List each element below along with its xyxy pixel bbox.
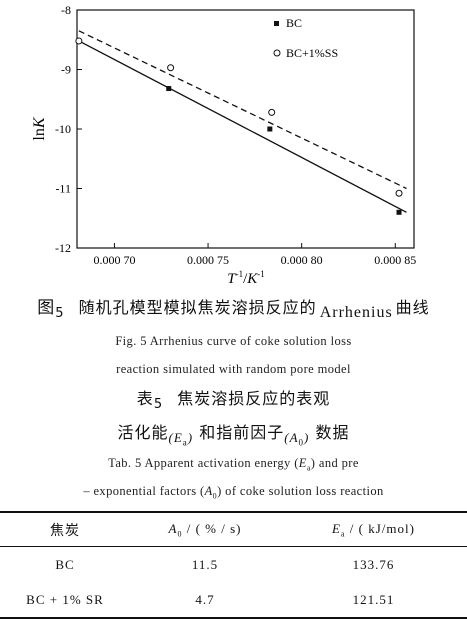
plot-frame: [76, 9, 415, 249]
legend: BC BC+1%SS: [273, 16, 338, 60]
legend-marker-bc-ss: [273, 49, 281, 57]
cell-coke: BC + 1% SR: [26, 591, 104, 607]
header-ea: Ea / ( kJ/mol): [332, 520, 415, 539]
x-tick-label: 0.000 75: [187, 253, 229, 267]
y-axis-ticks: -12 -11 -10 -9 -8: [55, 3, 82, 255]
y-tick-label: -9: [61, 63, 71, 77]
fit-line-bc: [78, 40, 407, 213]
fit-line-bc-ss: [78, 30, 407, 190]
x-axis-label: T-1/K-1: [227, 269, 265, 287]
table-row: BC 11.5 133.76: [0, 547, 467, 583]
data-point-bc-ss: [395, 189, 403, 197]
legend-marker-bc: [274, 21, 279, 26]
arrhenius-chart: -12-11-10-9-8 0.000 70 0.000 75 0.000 80 0.…: [31, 3, 416, 287]
symbol-a0: (A0): [284, 430, 310, 448]
table-caption-text: 焦炭溶损反应的表观: [177, 389, 331, 408]
data-point-bc: [166, 86, 172, 92]
x-tick-label: 0.000 70: [93, 253, 135, 267]
data-point-bc: [396, 209, 402, 215]
header-a0: A0 / ( % / s): [168, 520, 242, 539]
table-caption-data: 数据: [315, 423, 350, 442]
x-tick-label: 0.000 80: [281, 253, 323, 267]
data-point-bc-ss: [268, 108, 276, 116]
figure-caption-en-line2: reaction simulated with random pore mode…: [116, 362, 351, 376]
y-axis-label: lnK: [31, 116, 48, 140]
table-caption-cn-line2: 活化能(Ea) 和指前因子(A0) 数据: [0, 419, 467, 448]
y-tick-label: -8: [61, 3, 71, 17]
fit-lines: [78, 30, 407, 213]
figure-caption-term: Arrhenius: [319, 304, 393, 321]
table-label: 表: [136, 389, 154, 408]
table-caption-activation: 活化能: [117, 423, 169, 442]
figure-caption-en-line1: Fig. 5 Arrhenius curve of coke solution …: [115, 334, 352, 348]
cell-ea: 121.51: [352, 591, 395, 607]
data-point-bc: [267, 126, 273, 132]
figure-caption-tail: 曲线: [395, 298, 430, 317]
y-tick-label: -10: [55, 122, 71, 136]
y-tick-label: -12: [55, 241, 71, 255]
kinetics-table: 焦炭 A0 / ( % / s) Ea / ( kJ/mol) BC 11.5 …: [0, 511, 467, 619]
figure-number: 5: [55, 306, 65, 321]
cell-a0: 11.5: [191, 556, 219, 572]
figure-caption-cn: 图5 随机孔模型模拟焦炭溶损反应的 Arrhenius 曲线: [0, 293, 467, 321]
figure-caption-text: 随机孔模型模拟焦炭溶损反应的: [78, 298, 317, 317]
cell-a0: 4.7: [195, 591, 215, 607]
table-header-row: 焦炭 A0 / ( % / s) Ea / ( kJ/mol): [0, 512, 467, 547]
cell-coke: BC: [55, 556, 75, 572]
y-tick-label: -11: [55, 182, 71, 196]
table-caption-cn-line1: 表5 焦炭溶损反应的表观: [0, 385, 467, 412]
table-caption-en-line1: Tab. 5 Apparent activation energy (Ea) a…: [108, 456, 359, 473]
data-point-bc-ss: [167, 64, 175, 72]
x-tick-label: 0.000 85: [374, 253, 416, 267]
cell-ea: 133.76: [352, 556, 395, 572]
header-coke: 焦炭: [50, 522, 80, 539]
figure-label: 图: [37, 298, 56, 318]
data-points: [75, 37, 403, 215]
data-point-bc-ss: [75, 37, 83, 45]
legend-label-bc: BC: [286, 16, 302, 30]
table-caption-en-line2: – exponential factors (A0) of coke solut…: [83, 484, 384, 501]
table-number: 5: [153, 397, 164, 412]
table-caption-prefactor: 和指前因子: [199, 423, 285, 442]
table-row: BC + 1% SR 4.7 121.51: [0, 582, 467, 618]
legend-label-bc-ss: BC+1%SS: [286, 46, 338, 60]
symbol-ea: (Ea): [168, 430, 194, 448]
x-axis-ticks: 0.000 70 0.000 75 0.000 80 0.000 85: [93, 243, 416, 267]
